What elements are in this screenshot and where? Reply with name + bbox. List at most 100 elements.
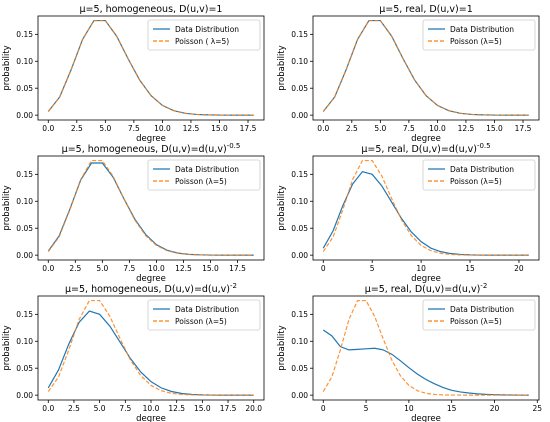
legend-label: Data Distribution — [450, 165, 514, 174]
legend: Data Distribution Poisson (λ=5) — [422, 299, 536, 331]
x-tick-label: 12.5 — [168, 404, 185, 413]
y-tick-label: 0.05 — [16, 364, 33, 373]
x-tick-label: 17.5 — [229, 264, 246, 273]
x-tick-label: 2.5 — [68, 404, 80, 413]
plot-frame — [37, 15, 265, 121]
x-axis-label: degree — [411, 414, 441, 422]
y-tick-label: 0.10 — [291, 57, 308, 66]
x-tick-label: 5.0 — [99, 124, 111, 133]
legend-label: Poisson (λ=5) — [450, 37, 502, 46]
x-tick-label: 7.5 — [123, 264, 135, 273]
y-axis-label: probability — [2, 185, 12, 230]
x-tick-label: 0.0 — [317, 124, 329, 133]
x-axis-label: degree — [411, 274, 441, 284]
poisson-series-line — [47, 299, 254, 396]
x-tick-label: 0.0 — [42, 404, 54, 413]
x-tick-label: 25 — [533, 404, 543, 413]
x-tick-label: 2.5 — [69, 264, 81, 273]
legend-box — [422, 19, 536, 51]
plot-frame — [312, 15, 540, 121]
plot-frame — [312, 295, 540, 401]
x-tick-label: 7.5 — [403, 124, 415, 133]
chart-panel-6: μ=5, real, D(u,v)=d(u,v)-2 0 5 10 15 20 25 0.00… — [277, 282, 542, 422]
x-tick-label: 17.5 — [220, 404, 237, 413]
x-tick-label: 2.5 — [71, 124, 83, 133]
y-tick-label: 0.15 — [291, 30, 308, 39]
legend-label: Data Distribution — [450, 305, 514, 314]
x-tick-label: 15 — [447, 404, 457, 413]
y-tick-label: 0.10 — [16, 57, 33, 66]
x-tick-label: 5.0 — [374, 124, 386, 133]
chart-title: μ=5, homogeneous, D(u,v)=d(u,v)-2 — [65, 282, 237, 295]
poisson-series-line — [322, 159, 529, 256]
x-tick-label: 20 — [490, 404, 500, 413]
chart-panel-1: μ=5, homogeneous, D(u,v)=1 0.0 2.5 5.0 7.5 10… — [2, 4, 265, 144]
y-tick-label: 0.10 — [16, 337, 33, 346]
legend-box — [147, 159, 261, 191]
y-tick-label: 0.00 — [16, 391, 33, 400]
legend-box — [422, 299, 536, 331]
y-tick-label: 0.15 — [16, 170, 33, 179]
legend-box — [147, 299, 261, 331]
legend-label: Data Distribution — [175, 305, 239, 314]
y-tick-label: 0.00 — [16, 111, 33, 120]
legend-label: Poisson (λ=5) — [450, 317, 502, 326]
x-tick-label: 10 — [404, 404, 414, 413]
x-tick-label: 20 — [514, 264, 524, 273]
y-tick-label: 0.00 — [16, 251, 33, 260]
x-tick-label: 10.0 — [148, 264, 165, 273]
x-tick-label: 15.0 — [486, 124, 503, 133]
x-axis-label: degree — [136, 414, 166, 422]
x-tick-label: 5 — [370, 264, 375, 273]
x-tick-label: 0.0 — [42, 124, 54, 133]
legend: Data Distribution Poisson (λ=5) — [147, 299, 261, 331]
chart-title: μ=5, real, D(u,v)=1 — [379, 4, 473, 15]
x-tick-label: 17.5 — [240, 124, 257, 133]
y-tick-label: 0.15 — [291, 170, 308, 179]
x-axis-label: degree — [411, 134, 441, 144]
chart-title: μ=5, homogeneous, D(u,v)=1 — [80, 4, 223, 15]
x-tick-label: 15.0 — [194, 404, 211, 413]
legend: Data Distribution Poisson (λ=5) — [422, 159, 536, 191]
x-tick-label: 0 — [321, 264, 326, 273]
chart-panel-3: μ=5, homogeneous, D(u,v)=d(u,v)-0.5 0.0 2.… — [2, 142, 265, 284]
x-tick-label: 5 — [364, 404, 369, 413]
x-tick-label: 10.0 — [143, 404, 160, 413]
x-tick-label: 7.5 — [119, 404, 131, 413]
legend-label: Data Distribution — [450, 25, 514, 34]
chart-panel-2: μ=5, real, D(u,v)=1 0.0 2.5 5.0 7.5 10.0 12.5 1… — [277, 4, 540, 144]
x-tick-label: 12.5 — [183, 124, 200, 133]
x-tick-label: 7.5 — [128, 124, 140, 133]
x-tick-label: 10 — [416, 264, 426, 273]
y-tick-label: 0.05 — [291, 364, 308, 373]
poisson-series-line — [322, 19, 529, 116]
legend-box — [422, 159, 536, 191]
y-tick-label: 0.05 — [291, 224, 308, 233]
x-tick-label: 20.0 — [245, 404, 262, 413]
x-axis-label: degree — [136, 274, 166, 284]
y-axis-label: probability — [2, 325, 12, 370]
y-axis-label: probability — [277, 45, 287, 90]
plot-frame — [312, 155, 540, 261]
x-tick-label: 10.0 — [429, 124, 446, 133]
y-axis-label: probability — [277, 185, 287, 230]
x-tick-label: 10.0 — [154, 124, 171, 133]
x-tick-label: 0 — [321, 404, 326, 413]
y-tick-label: 0.00 — [291, 391, 308, 400]
y-tick-label: 0.10 — [291, 337, 308, 346]
y-tick-label: 0.15 — [16, 310, 33, 319]
legend-label: Data Distribution — [175, 25, 239, 34]
x-tick-label: 15.0 — [202, 264, 219, 273]
chart-panel-4: μ=5, real, D(u,v)=d(u,v)-0.5 0 5 10 15 20 0.00… — [277, 142, 540, 284]
poisson-series-line — [322, 299, 529, 396]
legend-label: Poisson (λ=5) — [175, 317, 227, 326]
chart-title: μ=5, homogeneous, D(u,v)=d(u,v)-0.5 — [62, 142, 241, 155]
poisson-series-line — [47, 159, 254, 256]
y-tick-label: 0.10 — [16, 197, 33, 206]
x-tick-label: 0.0 — [42, 264, 54, 273]
chart-panel-5: μ=5, homogeneous, D(u,v)=d(u,v)-2 0.0 2.5 5… — [2, 282, 265, 422]
y-tick-label: 0.00 — [291, 111, 308, 120]
y-tick-label: 0.05 — [16, 84, 33, 93]
y-tick-label: 0.15 — [16, 30, 33, 39]
